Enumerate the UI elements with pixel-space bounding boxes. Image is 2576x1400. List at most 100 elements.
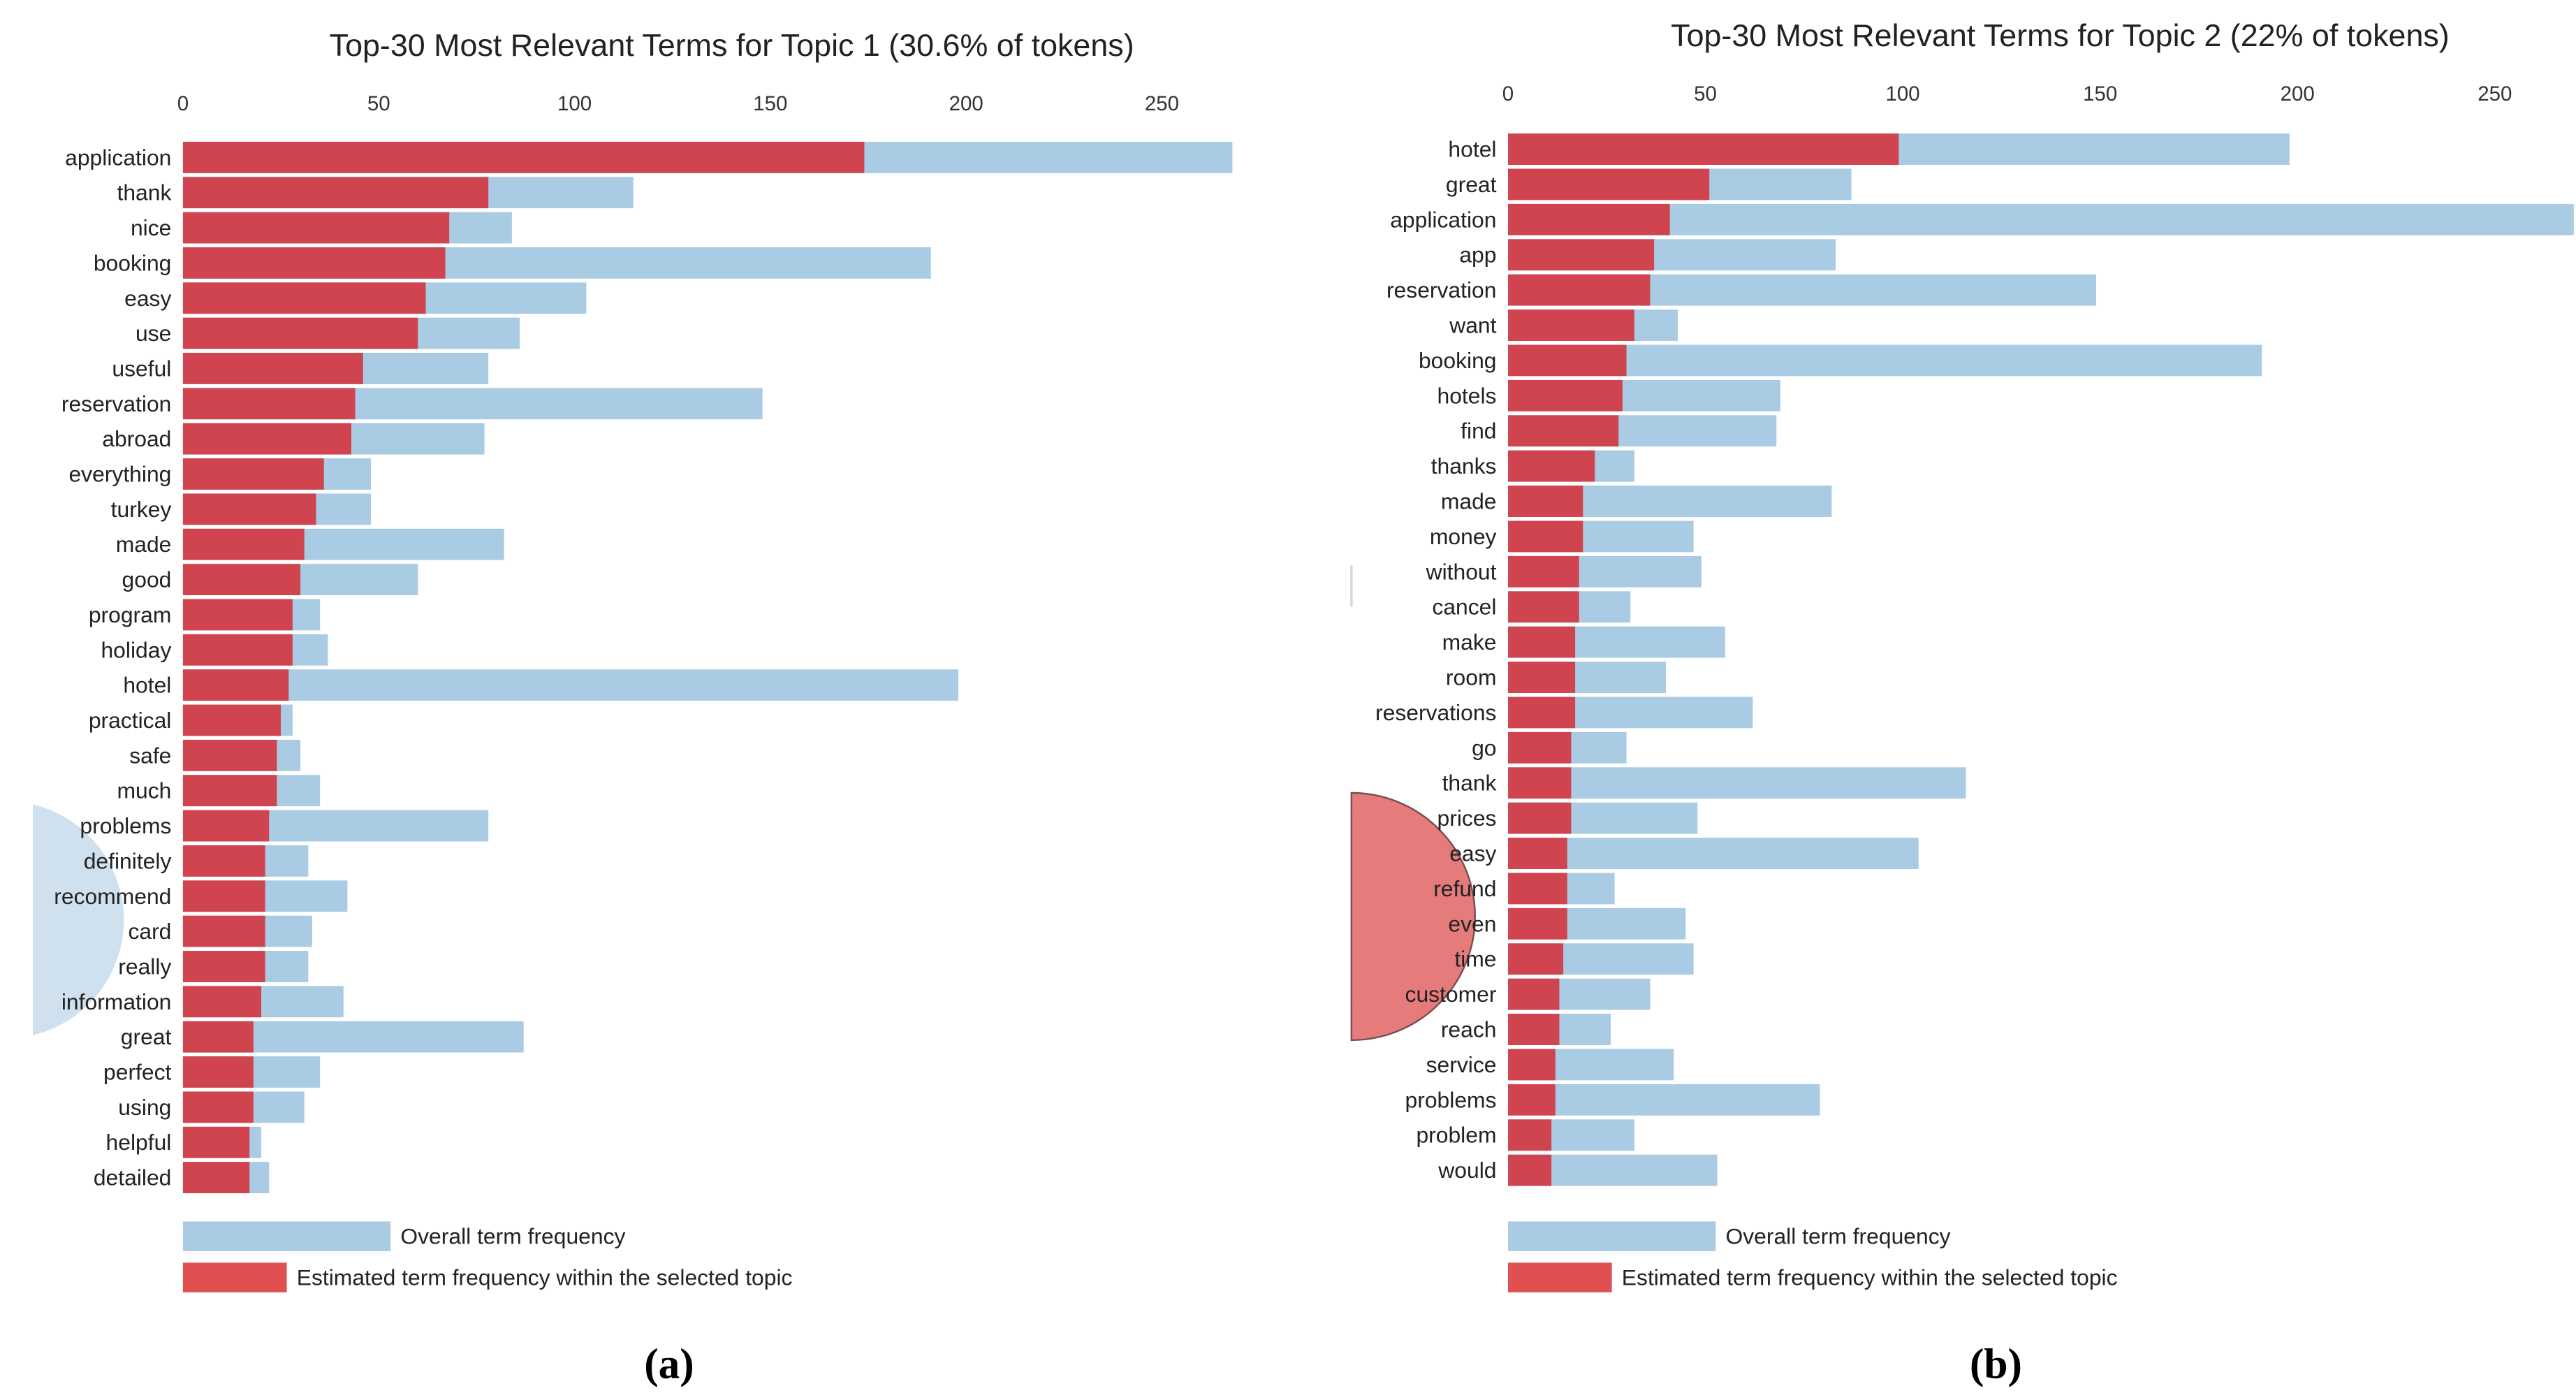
- term-label: money: [1430, 524, 1497, 549]
- panel-caption-b: (b): [1970, 1341, 2022, 1388]
- legend-label-topic: Estimated term frequency within the sele…: [297, 1265, 793, 1290]
- bar-topic-thank: [1508, 767, 1572, 799]
- term-label: find: [1461, 418, 1496, 444]
- bar-topic-use: [182, 317, 418, 349]
- bar-topic-hotel: [1508, 133, 1899, 165]
- bar-topic-room: [1508, 662, 1576, 693]
- bar-topic-useful: [182, 353, 363, 384]
- term-label: prices: [1437, 805, 1497, 831]
- term-label: great: [1446, 172, 1497, 197]
- legend-label-overall: Overall term frequency: [400, 1224, 625, 1249]
- term-label: reservation: [61, 391, 172, 416]
- term-label: made: [1441, 489, 1497, 514]
- bar-topic-practical: [182, 704, 281, 736]
- bar-topic-recommend: [182, 880, 265, 912]
- term-label: helpful: [106, 1130, 172, 1155]
- term-label: problems: [80, 813, 171, 838]
- term-label: room: [1446, 665, 1497, 690]
- term-label: definitely: [84, 848, 172, 873]
- term-label: refund: [1433, 876, 1496, 901]
- bar-overall-application: [1508, 203, 2574, 235]
- x-tick-label: 100: [1886, 82, 1920, 105]
- term-label: make: [1442, 629, 1497, 655]
- bar-topic-make: [1508, 626, 1576, 658]
- term-label: thank: [117, 180, 171, 205]
- term-label: thanks: [1431, 453, 1497, 479]
- bar-topic-reservations: [1508, 697, 1576, 729]
- term-labels-topic-1: application thank nice booking easy use useful…: [54, 145, 171, 1190]
- term-label: safe: [129, 743, 171, 768]
- bar-topic-everything: [182, 458, 324, 490]
- x-tick-label: 50: [1694, 82, 1717, 105]
- bar-topic-much: [182, 775, 277, 807]
- bar-topic-reservation: [182, 388, 356, 420]
- bar-topic-problems: [1508, 1084, 1556, 1116]
- term-label: reach: [1441, 1017, 1497, 1042]
- term-label: problem: [1416, 1123, 1496, 1148]
- term-label: want: [1449, 313, 1496, 338]
- legend-swatch-topic: [182, 1262, 287, 1292]
- legend-swatch-topic: [1508, 1262, 1612, 1292]
- bar-topic-problem: [1508, 1119, 1552, 1151]
- bar-topic-good: [182, 564, 301, 595]
- legend-topic-1: Overall term frequency Estimated term fr…: [182, 1221, 793, 1292]
- bar-topic-easy: [1508, 838, 1567, 869]
- bar-overall-problems: [1508, 1084, 1820, 1116]
- bar-topic-thanks: [1508, 450, 1595, 482]
- term-label: booking: [1419, 348, 1497, 373]
- term-label: problems: [1405, 1087, 1497, 1112]
- bar-topic-prices: [1508, 802, 1572, 834]
- bar-topic-time: [1508, 943, 1564, 975]
- term-label: easy: [124, 286, 171, 311]
- term-label: program: [89, 602, 172, 627]
- bar-topic-turkey: [182, 493, 316, 525]
- legend-label-overall: Overall term frequency: [1725, 1224, 1950, 1249]
- term-label: really: [118, 954, 171, 979]
- bar-topic-customer: [1508, 978, 1560, 1010]
- bar-topic-made: [1508, 486, 1583, 517]
- bar-topic-reach: [1508, 1014, 1560, 1045]
- bar-topic-go: [1508, 731, 1572, 764]
- term-label: even: [1448, 911, 1496, 936]
- bar-topic-reservation: [1508, 274, 1651, 306]
- bar-topic-great: [1508, 168, 1710, 200]
- bar-topic-without: [1508, 555, 1579, 588]
- legend-swatch-overall: [182, 1221, 391, 1251]
- term-label: using: [118, 1095, 171, 1120]
- bar-topic-money: [1508, 520, 1583, 553]
- term-label: would: [1437, 1158, 1496, 1183]
- term-label: turkey: [111, 497, 172, 522]
- x-tick-label: 150: [753, 92, 787, 115]
- chart-title-topic-2: Top-30 Most Relevant Terms for Topic 2 (…: [1671, 17, 2450, 53]
- bar-topic-booking: [182, 247, 446, 279]
- bar-topic-want: [1508, 309, 1634, 341]
- panel-caption-a: (a): [644, 1341, 694, 1388]
- term-label: go: [1472, 735, 1496, 760]
- bar-topic-booking: [1508, 344, 1627, 377]
- term-label: application: [65, 145, 171, 170]
- term-label: information: [61, 989, 172, 1014]
- term-label: cancel: [1432, 595, 1496, 620]
- term-label: easy: [1449, 841, 1496, 866]
- term-label: detailed: [94, 1165, 172, 1190]
- term-label: recommend: [54, 884, 171, 909]
- topic-bubble-left: [33, 804, 124, 1035]
- term-label: practical: [89, 708, 172, 733]
- bar-topic-refund: [1508, 873, 1567, 905]
- bar-topic-nice: [182, 212, 450, 244]
- bar-overall-hotel: [182, 669, 958, 701]
- term-labels-topic-2: hotel great application app reservation want b…: [1375, 137, 1497, 1183]
- term-label: abroad: [102, 426, 171, 451]
- x-tick-label: 200: [2281, 82, 2315, 105]
- topic-bubble-right: [1350, 792, 1476, 1042]
- term-label: perfect: [103, 1060, 172, 1085]
- x-tick-label: 100: [557, 92, 592, 115]
- bar-topic-problems: [182, 810, 270, 842]
- term-label: everything: [68, 462, 171, 487]
- bar-topic-made: [182, 528, 305, 560]
- legend-label-topic: Estimated term frequency within the sele…: [1622, 1265, 2118, 1290]
- term-label: thank: [1442, 771, 1497, 796]
- bar-topic-great: [182, 1021, 254, 1053]
- bars-topic-1: [182, 141, 1233, 1193]
